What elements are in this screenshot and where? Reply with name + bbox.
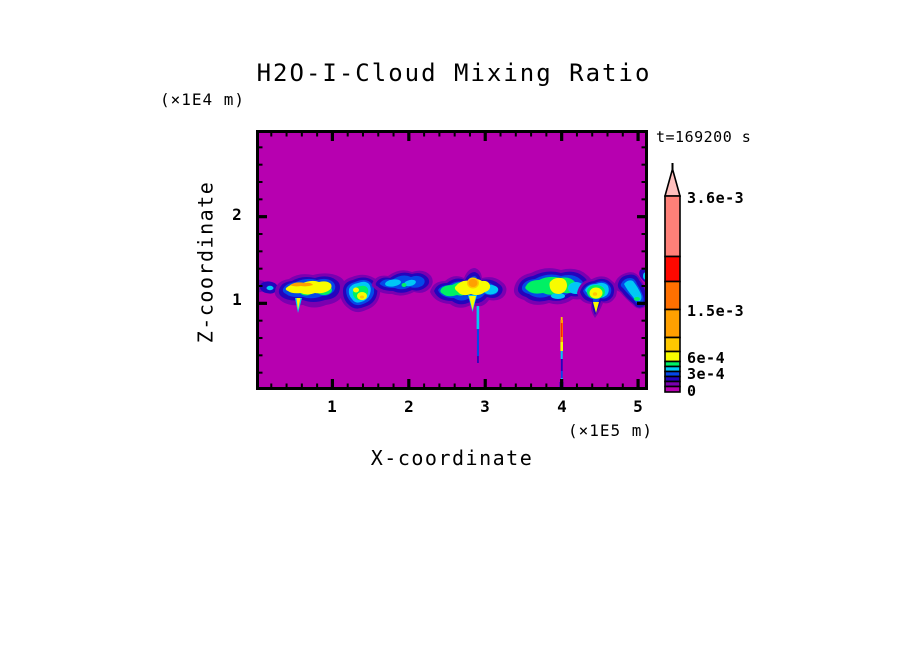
plot-background: [256, 130, 648, 390]
colorbar-segments: [664, 195, 681, 393]
x-tick-label-1: 1: [327, 397, 337, 416]
colorbar-label-0: 0: [687, 382, 697, 400]
precip-streak-1: [476, 306, 480, 363]
z-axis-title: Z-coordinate: [193, 180, 218, 344]
x-axis-title: X-coordinate: [370, 446, 534, 470]
cloud-7: [613, 268, 648, 309]
time-annotation: t=169200 s: [656, 128, 752, 146]
colorbar-overflow-arrow: [663, 166, 682, 197]
plot-frame: [256, 130, 648, 390]
cloud-6: [577, 276, 617, 318]
z-tick-label-2: 2: [232, 205, 242, 224]
colorbar-label-6e-4: 6e-4: [687, 349, 726, 367]
cloud-2: [340, 274, 381, 313]
x-axis-units: (×1E5 m): [567, 421, 653, 440]
colorbar-label-3e-4: 3e-4: [687, 365, 726, 383]
cloud-contours: [256, 268, 648, 388]
z-axis-units: (×1E4 m): [160, 90, 246, 109]
cloud-5: [513, 268, 593, 305]
x-tick-label-2: 2: [404, 397, 414, 416]
colorbar-label-3.6e-3: 3.6e-3: [687, 189, 745, 207]
z-tick-label-1: 1: [232, 290, 242, 309]
cloud-1: [274, 273, 346, 313]
x-tick-label-4: 4: [557, 397, 567, 416]
cloud-4: [430, 268, 507, 312]
colorbar: [663, 163, 682, 393]
chart-title: H2O-I-Cloud Mixing Ratio: [256, 59, 652, 87]
cloud-3: [371, 270, 433, 296]
x-tick-label-5: 5: [633, 397, 643, 416]
x-tick-label-3: 3: [480, 397, 490, 416]
colorbar-label-1.5e-3: 1.5e-3: [687, 302, 745, 320]
plot-area: [256, 130, 648, 390]
